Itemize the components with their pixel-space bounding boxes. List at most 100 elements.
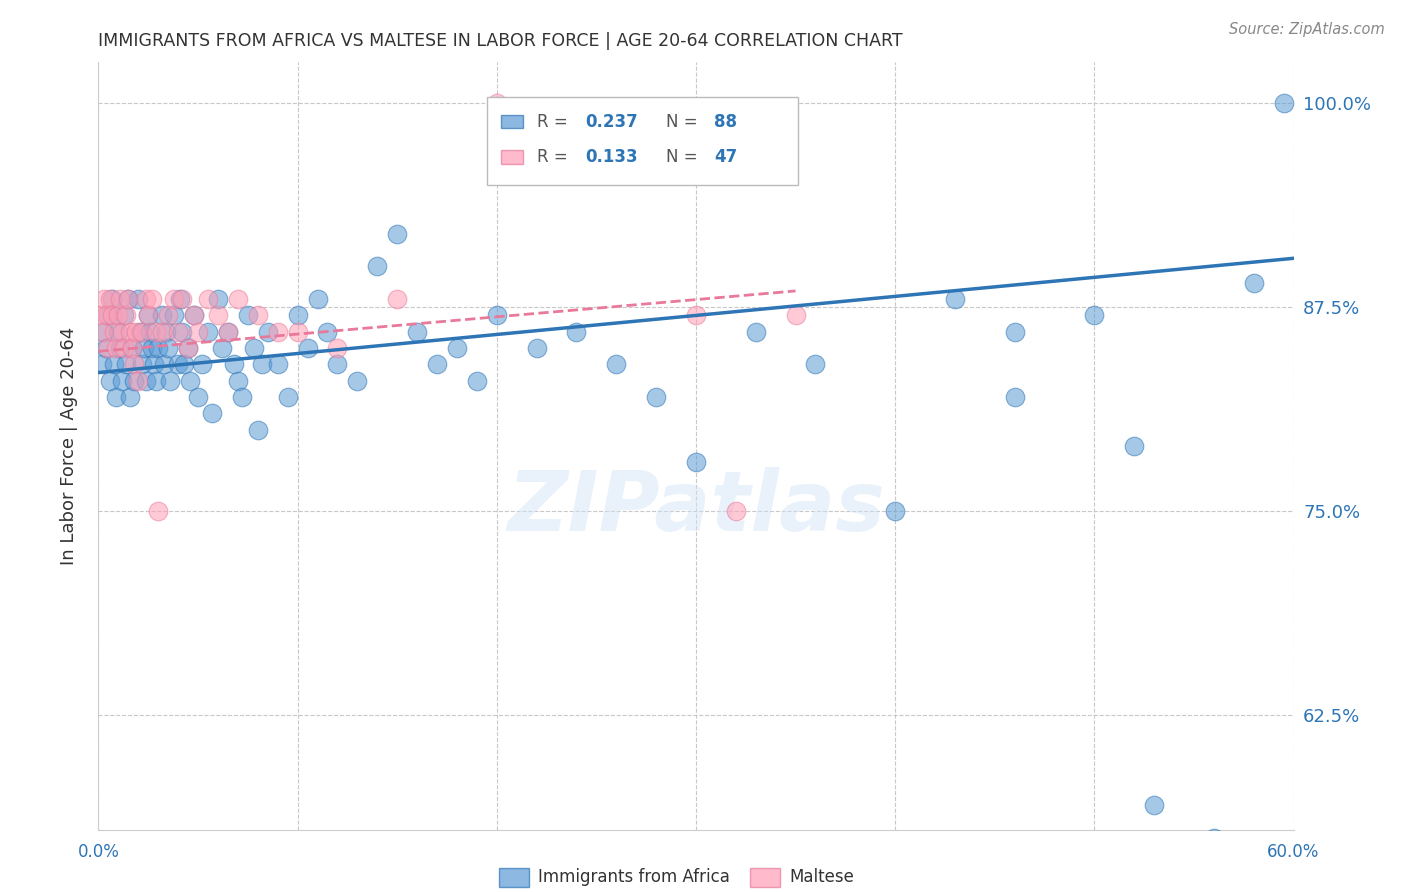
Point bbox=[167, 358, 190, 372]
Point bbox=[101, 309, 124, 323]
Point bbox=[97, 309, 120, 323]
Point bbox=[111, 325, 134, 339]
Point bbox=[943, 292, 966, 306]
Point bbox=[187, 390, 209, 404]
Point bbox=[91, 325, 114, 339]
Point bbox=[155, 325, 177, 339]
Point bbox=[231, 390, 253, 404]
Point bbox=[326, 341, 349, 355]
Point bbox=[724, 504, 747, 518]
Point bbox=[183, 309, 205, 323]
Point bbox=[605, 358, 627, 372]
Point bbox=[112, 341, 135, 355]
Point bbox=[207, 292, 229, 306]
Point bbox=[177, 341, 200, 355]
Point bbox=[136, 309, 159, 323]
Point bbox=[112, 309, 135, 323]
Bar bbox=[749, 868, 780, 887]
Point bbox=[250, 358, 273, 372]
Text: IMMIGRANTS FROM AFRICA VS MALTESE IN LABOR FORCE | AGE 20-64 CORRELATION CHART: IMMIGRANTS FROM AFRICA VS MALTESE IN LAB… bbox=[98, 32, 903, 50]
Point bbox=[287, 325, 309, 339]
Point bbox=[121, 341, 143, 355]
Point bbox=[1243, 276, 1265, 290]
Point bbox=[96, 341, 118, 355]
Point bbox=[97, 341, 120, 355]
Point bbox=[366, 260, 388, 274]
Point bbox=[1202, 830, 1225, 845]
Point bbox=[124, 374, 146, 388]
Point bbox=[145, 374, 167, 388]
Text: N =: N = bbox=[666, 148, 703, 166]
Point bbox=[406, 325, 429, 339]
Point bbox=[157, 309, 180, 323]
Point bbox=[159, 374, 181, 388]
Point bbox=[485, 96, 508, 111]
Point bbox=[277, 390, 299, 404]
Point bbox=[287, 309, 309, 323]
Bar bbox=[501, 150, 523, 164]
Point bbox=[183, 309, 205, 323]
FancyBboxPatch shape bbox=[486, 97, 797, 186]
Point bbox=[117, 292, 139, 306]
Point bbox=[107, 325, 129, 339]
Point bbox=[167, 325, 190, 339]
Point bbox=[163, 309, 186, 323]
Point bbox=[120, 325, 142, 339]
Point bbox=[121, 341, 143, 355]
Point bbox=[217, 325, 239, 339]
Point bbox=[101, 292, 124, 306]
Point bbox=[136, 309, 159, 323]
Point bbox=[135, 374, 157, 388]
Point bbox=[326, 358, 349, 372]
Point bbox=[1083, 309, 1105, 323]
Point bbox=[222, 358, 245, 372]
Point bbox=[105, 341, 128, 355]
Point bbox=[201, 406, 224, 420]
Point bbox=[145, 325, 167, 339]
Point bbox=[172, 292, 194, 306]
Point bbox=[465, 374, 488, 388]
Point bbox=[153, 358, 176, 372]
Point bbox=[236, 309, 259, 323]
Bar bbox=[501, 114, 523, 128]
Point bbox=[141, 341, 163, 355]
Point bbox=[1123, 439, 1146, 453]
Text: R =: R = bbox=[537, 112, 574, 130]
Text: 47: 47 bbox=[714, 148, 737, 166]
Point bbox=[645, 390, 668, 404]
Point bbox=[111, 374, 134, 388]
Point bbox=[131, 325, 153, 339]
Point bbox=[129, 325, 152, 339]
Point bbox=[115, 309, 138, 323]
Point bbox=[426, 358, 449, 372]
Point bbox=[135, 292, 157, 306]
Text: 60.0%: 60.0% bbox=[1267, 843, 1320, 861]
Point bbox=[110, 292, 132, 306]
Point bbox=[217, 325, 239, 339]
Point bbox=[243, 341, 266, 355]
Point bbox=[110, 341, 132, 355]
Point bbox=[96, 309, 118, 323]
Point bbox=[107, 309, 129, 323]
Point bbox=[197, 292, 219, 306]
Point bbox=[211, 341, 233, 355]
Point bbox=[148, 504, 170, 518]
Point bbox=[163, 292, 186, 306]
Point bbox=[177, 341, 200, 355]
Point bbox=[179, 374, 201, 388]
Text: 0.237: 0.237 bbox=[585, 112, 637, 130]
Point bbox=[127, 374, 149, 388]
Point bbox=[207, 309, 229, 323]
Point bbox=[1143, 798, 1166, 813]
Point bbox=[385, 227, 409, 241]
Point bbox=[115, 358, 138, 372]
Point bbox=[191, 358, 214, 372]
Point bbox=[446, 341, 468, 355]
Text: Immigrants from Africa: Immigrants from Africa bbox=[538, 868, 730, 886]
Text: ZIPatlas: ZIPatlas bbox=[508, 467, 884, 548]
Point bbox=[120, 390, 142, 404]
Y-axis label: In Labor Force | Age 20-64: In Labor Force | Age 20-64 bbox=[59, 326, 77, 566]
Point bbox=[685, 455, 707, 469]
Point bbox=[884, 504, 907, 518]
Text: 88: 88 bbox=[714, 112, 737, 130]
